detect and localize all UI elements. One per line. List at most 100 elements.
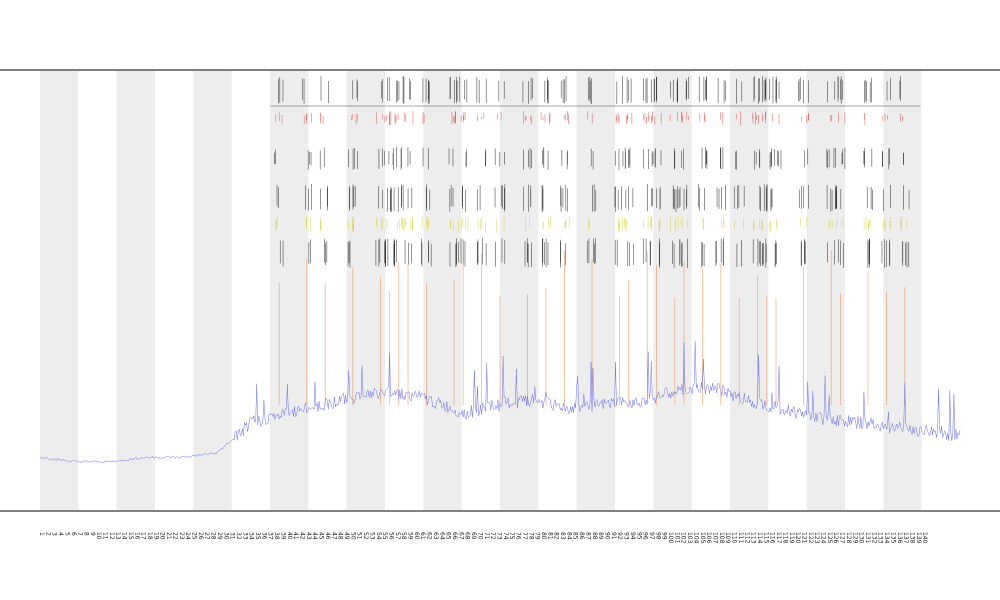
x-tick-label: 37 [267, 532, 274, 540]
x-tick-label: 6 [70, 532, 77, 536]
x-tick-label: 25 [190, 532, 197, 540]
event-tracks [270, 76, 921, 268]
x-tick-label: 54 [375, 532, 382, 540]
x-tick-label: 112 [743, 532, 750, 544]
x-tick-label: 91 [610, 532, 617, 540]
x-tick-label: 7 [76, 532, 83, 536]
x-tick-label: 135 [889, 532, 896, 544]
x-tick-label: 74 [502, 532, 509, 540]
x-tick-label: 48 [337, 532, 344, 540]
x-tick-label: 75 [508, 532, 515, 540]
x-tick-label: 24 [184, 532, 191, 540]
x-tick-label: 32 [235, 532, 242, 540]
x-tick-label: 14 [121, 532, 128, 540]
x-tick-label: 56 [387, 532, 394, 540]
x-tick-label: 10 [95, 532, 102, 540]
x-tick-label: 63 [432, 532, 439, 540]
x-tick-label: 27 [203, 532, 210, 540]
x-tick-label: 95 [635, 532, 642, 540]
x-tick-label: 116 [769, 532, 776, 544]
x-tick-label: 102 [680, 532, 687, 544]
x-tick-label: 29 [216, 532, 223, 540]
x-tick-label: 40 [286, 532, 293, 540]
x-tick-label: 93 [623, 532, 630, 540]
shaded-band [500, 71, 539, 510]
x-tick-label: 38 [273, 532, 280, 540]
x-tick-label: 106 [705, 532, 712, 544]
x-tick-label: 115 [762, 532, 769, 544]
x-tick-label: 65 [445, 532, 452, 540]
x-tick-label: 16 [133, 532, 140, 540]
x-tick-label: 129 [851, 532, 858, 544]
x-tick-label: 103 [686, 532, 693, 544]
x-tick-label: 41 [292, 532, 299, 540]
x-tick-label: 72 [489, 532, 496, 540]
x-tick-label: 110 [731, 532, 738, 544]
x-tick-label: 128 [845, 532, 852, 544]
x-tick-label: 51 [356, 532, 363, 540]
shaded-band [576, 71, 615, 510]
x-tick-label: 28 [210, 532, 217, 540]
shaded-band [423, 71, 462, 510]
x-tick-label: 20 [159, 532, 166, 540]
x-tick-label: 42 [299, 532, 306, 540]
axes [0, 69, 1000, 512]
series-line [39, 341, 961, 464]
x-tick-label: 12 [108, 532, 115, 540]
x-tick-label: 87 [584, 532, 591, 540]
shaded-band [653, 71, 692, 510]
x-tick-label: 117 [775, 532, 782, 544]
x-tick-label: 35 [254, 532, 261, 540]
x-tick-label: 39 [279, 532, 286, 540]
x-tick-label: 3 [51, 532, 58, 536]
background-bands [40, 71, 922, 510]
shaded-band [806, 71, 845, 510]
x-tick-label: 18 [146, 532, 153, 540]
x-tick-label: 31 [229, 532, 236, 540]
x-tick-label: 26 [197, 532, 204, 540]
x-tick-label: 138 [908, 532, 915, 544]
x-tick-label: 113 [750, 532, 757, 544]
x-tick-label: 33 [241, 532, 248, 540]
x-tick-label: 100 [667, 532, 674, 544]
x-tick-label: 98 [654, 532, 661, 540]
x-tick-label: 139 [915, 532, 922, 544]
x-tick-label: 1 [38, 532, 45, 536]
x-tick-label: 47 [330, 532, 337, 540]
x-tick-label: 134 [883, 532, 890, 544]
x-tick-label: 131 [864, 532, 871, 544]
x-tick-label: 44 [311, 532, 318, 540]
x-tick-label: 23 [178, 532, 185, 540]
x-tick-label: 107 [712, 532, 719, 544]
x-tick-label: 99 [661, 532, 668, 540]
shaded-band [270, 71, 309, 510]
x-tick-label: 80 [540, 532, 547, 540]
x-tick-label: 19 [152, 532, 159, 540]
x-tick-label: 114 [756, 532, 763, 544]
x-tick-label: 21 [165, 532, 172, 540]
x-tick-label: 86 [578, 532, 585, 540]
x-tick-label: 30 [222, 532, 229, 540]
x-tick-labels: 1 2 3 4 5 6 7 8 9 10 11 12 13 14 15 16 17 18 19 20 21 22 23 24 2… [38, 532, 928, 544]
x-tick-label: 84 [565, 532, 572, 540]
x-tick-label: 133 [877, 532, 884, 544]
x-tick-label: 55 [381, 532, 388, 540]
x-tick-label: 119 [788, 532, 795, 544]
x-tick-label: 82 [553, 532, 560, 540]
x-tick-label: 77 [521, 532, 528, 540]
x-tick-label: 67 [457, 532, 464, 540]
x-tick-label: 126 [832, 532, 839, 544]
x-tick-label: 68 [464, 532, 471, 540]
x-tick-label: 104 [692, 532, 699, 544]
x-tick-label: 53 [368, 532, 375, 540]
x-tick-label: 43 [305, 532, 312, 540]
x-tick-label: 22 [171, 532, 178, 540]
x-tick-label: 124 [820, 532, 827, 544]
x-tick-label: 69 [470, 532, 477, 540]
x-tick-label: 66 [451, 532, 458, 540]
x-tick-label: 101 [673, 532, 680, 544]
x-tick-label: 71 [483, 532, 490, 540]
x-tick-label: 140 [921, 532, 928, 544]
x-tick-label: 49 [343, 532, 350, 540]
